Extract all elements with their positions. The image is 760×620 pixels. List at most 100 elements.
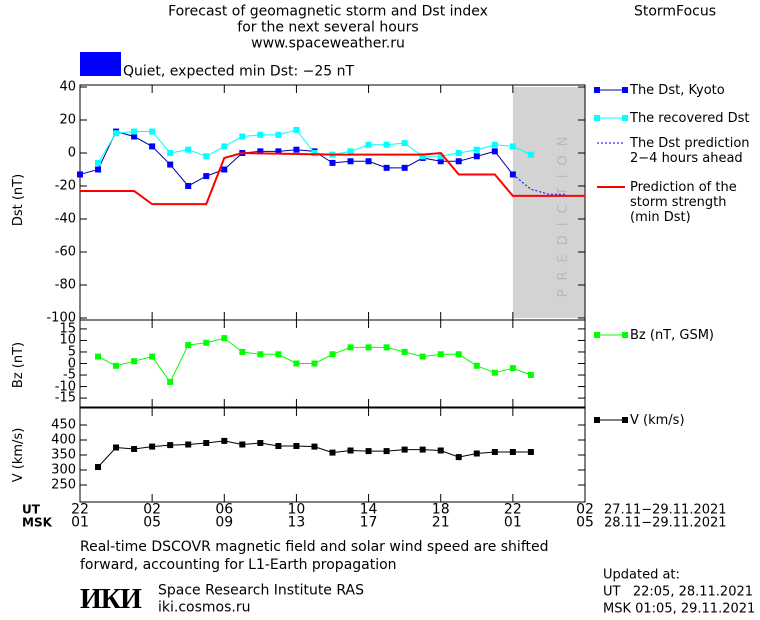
data-point <box>149 443 156 450</box>
data-point <box>257 351 264 358</box>
data-point <box>95 353 102 360</box>
x-tick-label: 18 <box>431 501 450 518</box>
data-point <box>383 344 390 351</box>
data-point <box>455 454 462 461</box>
x-tick-label-msk: 09 <box>215 514 234 531</box>
data-point <box>401 140 408 147</box>
updated-ut: UT 22:05, 28.11.2021 <box>603 584 754 600</box>
data-point <box>275 148 282 155</box>
data-point <box>527 151 534 158</box>
data-point <box>437 351 444 358</box>
data-point <box>329 449 336 456</box>
x-tick-label-msk: 01 <box>503 514 522 531</box>
data-point <box>347 344 354 351</box>
data-point <box>203 339 210 346</box>
x-tick-label: 02 <box>143 501 162 518</box>
x-tick-label-msk: 01 <box>71 514 89 531</box>
y-tick-label: 0 <box>67 145 76 161</box>
data-point <box>365 141 372 148</box>
series-line <box>80 151 585 206</box>
data-point <box>239 133 246 140</box>
data-point <box>419 153 426 160</box>
y-tick-label: -10 <box>54 379 76 395</box>
legend-marker <box>622 115 628 121</box>
y-tick-label: -40 <box>54 211 76 227</box>
plot-frame <box>79 319 586 408</box>
legend-marker <box>594 87 600 93</box>
data-point <box>311 443 318 450</box>
data-point <box>455 158 462 165</box>
data-point <box>185 183 192 189</box>
x-tick-label: 06 <box>215 501 234 518</box>
data-point <box>347 148 354 155</box>
data-point <box>365 448 372 455</box>
data-point <box>527 449 534 455</box>
data-point <box>401 348 408 355</box>
data-point <box>401 446 408 453</box>
y-axis-label: Bz (nT) <box>11 342 26 388</box>
y-axis-label: Dst (nT) <box>11 174 26 226</box>
data-point <box>257 148 264 155</box>
data-point <box>221 437 228 444</box>
footnote: Real-time DSCOVR magnetic field and sola… <box>80 539 549 573</box>
data-point <box>329 351 336 358</box>
data-point <box>365 344 372 351</box>
data-point <box>149 143 156 150</box>
data-point <box>293 443 300 449</box>
y-tick-label: 15 <box>59 321 76 337</box>
x-tick-label: 14 <box>359 501 378 518</box>
data-point <box>149 128 156 135</box>
data-point <box>329 159 336 166</box>
data-point <box>473 153 480 160</box>
data-point <box>185 441 192 448</box>
data-point <box>221 335 228 342</box>
y-tick-label: 5 <box>67 344 76 360</box>
data-point <box>203 153 210 160</box>
data-point <box>95 166 102 173</box>
data-point <box>275 131 282 138</box>
y-tick-label: 350 <box>51 447 76 463</box>
y-tick-label: -100 <box>46 310 76 326</box>
y-tick-label: -60 <box>54 244 76 260</box>
x-date-range: 27.11−29.11.2021 <box>604 502 727 518</box>
data-point <box>419 446 426 453</box>
title-line: www.spaceweather.ru <box>251 35 405 52</box>
y-tick-label: 40 <box>59 79 76 95</box>
data-point <box>239 441 246 448</box>
data-point <box>131 446 138 452</box>
x-tick-label-msk: 21 <box>431 514 450 531</box>
title-line: for the next several hours <box>237 19 419 36</box>
site: iki.cosmos.ru <box>158 599 251 616</box>
data-point <box>131 358 138 365</box>
data-point <box>293 360 300 367</box>
legend-label: Bz (nT, GSM) <box>630 328 715 343</box>
data-point <box>185 146 192 153</box>
data-point <box>257 440 264 446</box>
data-point <box>473 450 480 457</box>
data-point <box>347 447 354 454</box>
legend-marker <box>594 332 600 338</box>
y-tick-label: -5 <box>63 367 76 383</box>
data-point <box>167 442 174 449</box>
series-line <box>512 174 567 195</box>
legend-label: The Dst prediction 2−4 hours ahead <box>630 136 750 166</box>
data-point <box>203 173 210 180</box>
prediction-label: PREDICTION <box>556 128 571 298</box>
data-point <box>509 365 516 372</box>
data-point <box>275 443 282 449</box>
plot-frame <box>79 84 586 321</box>
legend-label: V (km/s) <box>630 413 685 428</box>
data-point <box>167 378 174 385</box>
x-tick-label: 10 <box>287 501 306 518</box>
data-point <box>383 164 390 171</box>
y-tick-label: 250 <box>51 477 76 493</box>
data-point <box>113 130 120 137</box>
data-point <box>95 159 102 166</box>
data-point <box>455 150 462 156</box>
status-label: Quiet, expected min Dst: −25 nT <box>123 63 355 80</box>
data-point <box>77 171 83 178</box>
series-line <box>79 130 514 187</box>
updated-title: Updated at: <box>603 567 680 583</box>
data-point <box>221 166 228 173</box>
